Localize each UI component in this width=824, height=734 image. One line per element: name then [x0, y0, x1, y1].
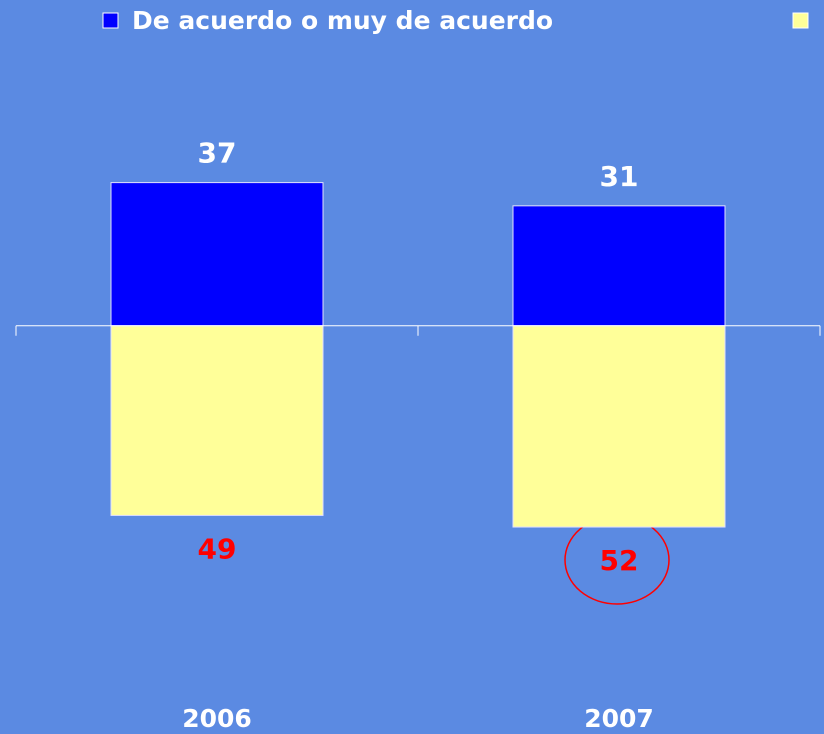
bar	[512, 325, 726, 528]
x-tick-label: 2007	[584, 704, 654, 733]
bar	[512, 205, 726, 327]
data-label: 37	[198, 137, 237, 170]
data-label: 31	[600, 160, 639, 193]
bar	[110, 325, 324, 516]
legend-label: En desacuerdo o muy en desacuerdo	[822, 6, 824, 35]
legend-swatch	[792, 12, 809, 29]
data-label: 49	[198, 532, 237, 565]
bar	[110, 182, 324, 327]
x-tick-label: 2006	[182, 704, 252, 733]
legend-swatch	[102, 12, 119, 29]
legend-label: De acuerdo o muy de acuerdo	[132, 6, 553, 35]
data-label: 52	[600, 544, 639, 577]
